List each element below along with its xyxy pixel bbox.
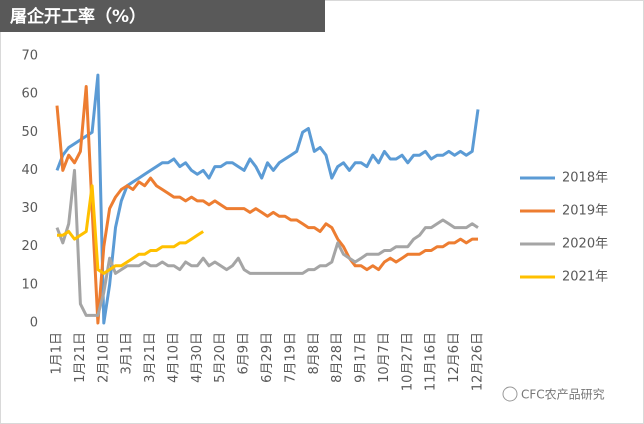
series-line — [55, 168, 479, 317]
x-tick-label: 3月1日 — [120, 332, 135, 375]
y-tick-label: 60 — [21, 87, 38, 102]
x-tick-label: 1月21日 — [73, 332, 88, 383]
y-tick-label: 40 — [21, 163, 38, 178]
x-tick-label: 9月17日 — [354, 332, 369, 383]
legend-label: 2021年 — [562, 270, 608, 285]
series-line — [55, 85, 478, 325]
watermark-icon — [502, 386, 518, 402]
x-tick-label: 12月6日 — [447, 332, 462, 383]
x-tick-label: 7月19日 — [283, 332, 298, 383]
y-tick-label: 50 — [21, 125, 38, 140]
y-tick-label: 0 — [30, 316, 38, 331]
legend-label: 2019年 — [562, 204, 608, 219]
legend-label: 2018年 — [562, 171, 608, 186]
x-tick-label: 10月27日 — [400, 332, 415, 391]
x-tick-label: 2月10日 — [96, 332, 111, 383]
y-tick-label: 30 — [21, 201, 38, 216]
x-tick-label: 4月10日 — [166, 332, 181, 383]
series-line — [57, 184, 205, 275]
x-tick-label: 6月29日 — [260, 332, 275, 383]
x-tick-label: 1月1日 — [50, 332, 65, 375]
y-tick-label: 10 — [21, 277, 38, 292]
x-tick-label: 6月9日 — [237, 332, 252, 375]
x-tick-label: 12月26日 — [471, 332, 486, 391]
title-box — [0, 0, 325, 32]
x-tick-label: 3月21日 — [143, 332, 158, 383]
x-tick-label: 5月20日 — [213, 332, 228, 383]
y-tick-label: 70 — [21, 49, 38, 64]
x-tick-label: 10月7日 — [377, 332, 392, 383]
x-tick-label: 11月16日 — [424, 332, 439, 391]
y-tick-label: 20 — [21, 239, 38, 254]
x-tick-label: 8月8日 — [307, 332, 322, 375]
x-tick-label: 4月30日 — [190, 332, 205, 383]
x-tick-label: 8月28日 — [330, 332, 345, 383]
legend-label: 2020年 — [562, 237, 608, 252]
chart-title: 屠企开工率（%） — [10, 6, 146, 27]
watermark: CFC农产品研究 — [521, 387, 605, 402]
